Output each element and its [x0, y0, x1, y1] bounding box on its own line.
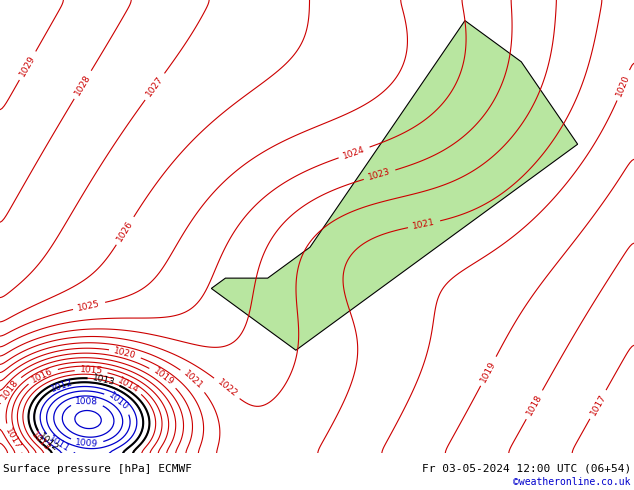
Text: 1019: 1019	[152, 367, 175, 388]
Text: Fr 03-05-2024 12:00 UTC (06+54): Fr 03-05-2024 12:00 UTC (06+54)	[422, 464, 631, 473]
Text: 1020: 1020	[113, 346, 138, 360]
Text: 1010: 1010	[107, 391, 131, 413]
Text: 1016: 1016	[30, 366, 55, 384]
Text: ©weatheronline.co.uk: ©weatheronline.co.uk	[514, 477, 631, 487]
Text: 1023: 1023	[367, 167, 392, 182]
Text: 1018: 1018	[0, 378, 20, 401]
Text: 1017: 1017	[3, 427, 22, 451]
Text: 1013: 1013	[29, 430, 51, 453]
Text: 1021: 1021	[412, 218, 436, 231]
Text: 1009: 1009	[75, 438, 99, 448]
Text: 1020: 1020	[615, 73, 632, 98]
Text: 1008: 1008	[75, 397, 98, 407]
Text: 1028: 1028	[73, 73, 93, 97]
Text: Surface pressure [hPa] ECMWF: Surface pressure [hPa] ECMWF	[3, 464, 192, 473]
Text: 1027: 1027	[145, 75, 165, 98]
Text: 1022: 1022	[215, 378, 238, 399]
Text: 1021: 1021	[182, 369, 205, 392]
Text: 1026: 1026	[115, 219, 135, 243]
Text: 1012: 1012	[37, 432, 60, 454]
Text: 1012: 1012	[49, 378, 74, 394]
Text: 1024: 1024	[342, 145, 366, 160]
Text: 1011: 1011	[47, 435, 72, 454]
Text: 1013: 1013	[92, 373, 116, 388]
Text: 1029: 1029	[18, 53, 37, 78]
Text: 1017: 1017	[588, 392, 607, 416]
Text: 1015: 1015	[79, 365, 103, 376]
Polygon shape	[211, 21, 578, 350]
Text: 1018: 1018	[525, 392, 544, 417]
Text: 1014: 1014	[115, 375, 140, 394]
Text: 1019: 1019	[479, 359, 498, 384]
Text: 1025: 1025	[77, 299, 101, 313]
